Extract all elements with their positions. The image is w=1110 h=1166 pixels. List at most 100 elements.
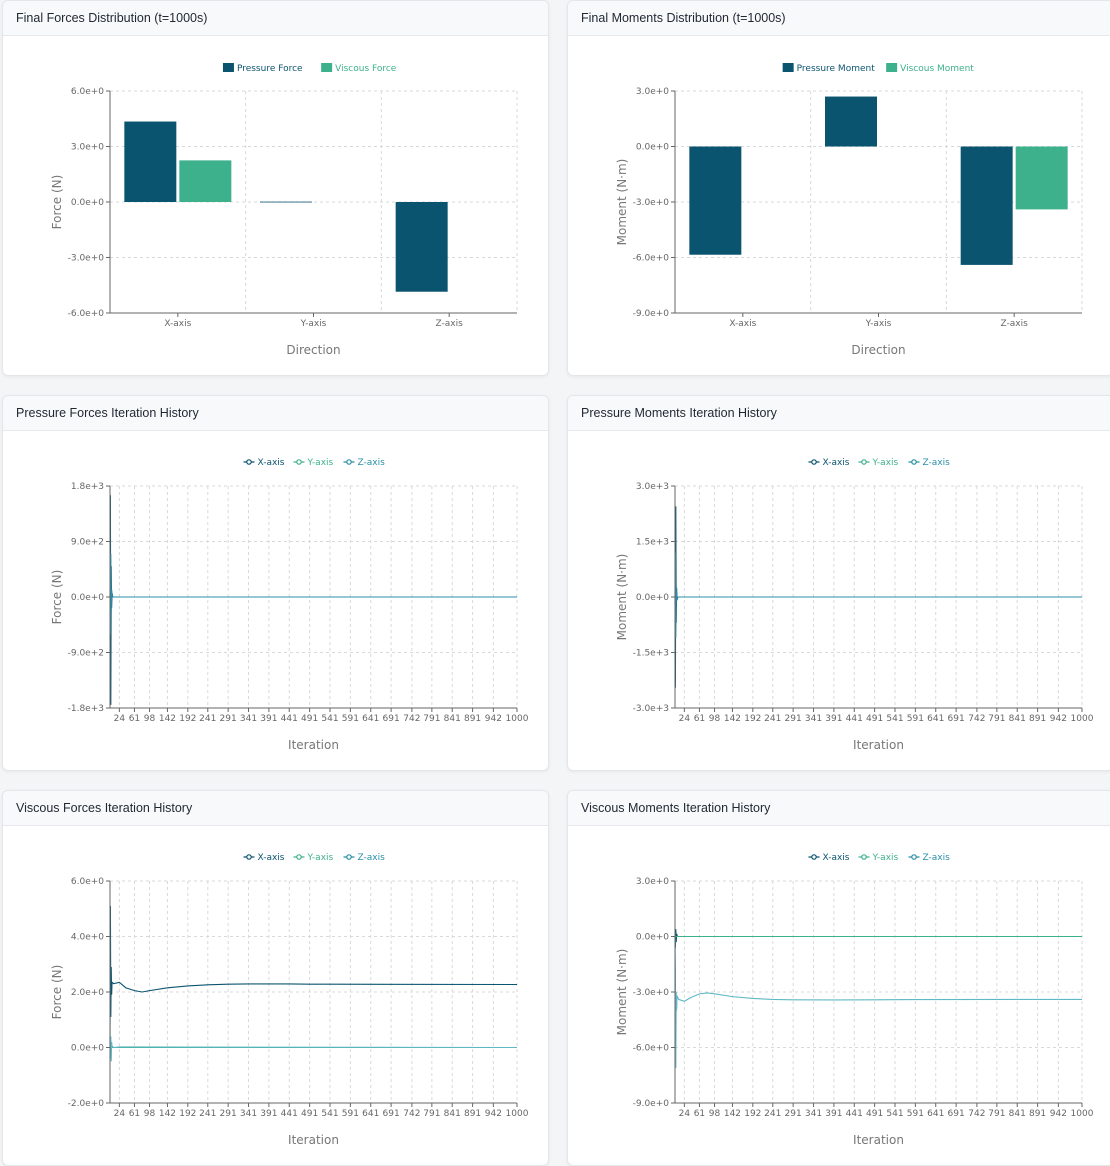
x-tick-label: 61 bbox=[129, 714, 140, 724]
y-tick-label: 0.0e+0 bbox=[71, 1044, 104, 1054]
x-tick-label: 61 bbox=[694, 1109, 705, 1119]
x-tick-label: X-axis bbox=[164, 319, 191, 329]
x-tick-label: 98 bbox=[709, 1109, 721, 1119]
x-tick-label: 791 bbox=[423, 1109, 440, 1119]
x-axis-title: Iteration bbox=[288, 1133, 339, 1147]
x-tick-label: 98 bbox=[709, 714, 721, 724]
x-tick-label: 891 bbox=[1029, 714, 1046, 724]
legend-marker bbox=[346, 854, 352, 860]
viscous-moments-history-chart: X-axis Y-axis Z-axis 3.0e+0 0.0e+0 -3.0e+0 -6.… bbox=[615, 853, 1094, 1147]
x-tick-label: 791 bbox=[988, 1109, 1005, 1119]
series-line bbox=[674, 929, 1082, 948]
legend-label: Pressure Moment bbox=[797, 64, 876, 74]
legend-marker bbox=[861, 459, 867, 465]
x-tick-label: 841 bbox=[444, 714, 461, 724]
y-tick-label: 2.0e+0 bbox=[71, 988, 104, 998]
x-tick-label: 641 bbox=[362, 1109, 379, 1119]
x-tick-label: 192 bbox=[744, 714, 761, 724]
x-tick-label: 491 bbox=[866, 714, 883, 724]
x-tick-label: 891 bbox=[464, 1109, 481, 1119]
forces-distribution-card: Final Forces Distribution (t=1000s) Pres… bbox=[2, 0, 549, 376]
moments-distribution-card: Final Moments Distribution (t=1000s) Pre… bbox=[567, 0, 1110, 376]
x-tick-label: 142 bbox=[724, 1109, 741, 1119]
legend: X-axis Y-axis Z-axis bbox=[808, 853, 950, 863]
x-tick-label: 791 bbox=[423, 714, 440, 724]
legend-swatch bbox=[222, 63, 234, 72]
x-tick-label: 942 bbox=[1050, 714, 1067, 724]
x-axis-title: Direction bbox=[286, 343, 340, 357]
x-tick-label: Z-axis bbox=[436, 319, 464, 329]
x-tick-label: 641 bbox=[927, 1109, 944, 1119]
legend-marker bbox=[861, 854, 867, 860]
x-tick-label: 541 bbox=[886, 1109, 903, 1119]
x-tick-label: 98 bbox=[144, 1109, 156, 1119]
x-tick-label: 841 bbox=[1009, 714, 1026, 724]
x-tick-label: 98 bbox=[144, 714, 156, 724]
legend-label: Viscous Moment bbox=[900, 64, 974, 74]
pressure-moments-history-chart: X-axis Y-axis Z-axis 3.0e+3 1.5e+3 0.0e+0 -1.5… bbox=[615, 458, 1094, 752]
x-tick-label: 24 bbox=[679, 1109, 691, 1119]
bar bbox=[689, 146, 742, 255]
x-tick-label: 491 bbox=[866, 1109, 883, 1119]
x-axis-title: Iteration bbox=[288, 738, 339, 752]
y-axis-title: Moment (N·m) bbox=[615, 554, 629, 641]
x-tick-label: 24 bbox=[114, 1109, 126, 1119]
x-tick-label: Y-axis bbox=[865, 319, 892, 329]
y-axis-title: Force (N) bbox=[50, 965, 64, 1020]
pressure-moments-history-card: Pressure Moments Iteration History X-axi… bbox=[567, 395, 1110, 771]
legend-label: Y-axis bbox=[307, 853, 334, 863]
x-tick-label: 61 bbox=[129, 1109, 140, 1119]
x-tick-label: 192 bbox=[179, 714, 196, 724]
y-axis-title: Moment (N·m) bbox=[615, 949, 629, 1036]
y-tick-label: -3.0e+0 bbox=[633, 988, 670, 998]
legend-marker bbox=[346, 459, 352, 465]
x-tick-label: 591 bbox=[342, 714, 359, 724]
y-tick-label: -3.0e+0 bbox=[633, 198, 670, 208]
x-tick-label: 591 bbox=[907, 1109, 924, 1119]
x-tick-label: 61 bbox=[694, 714, 705, 724]
x-tick-label: 142 bbox=[724, 714, 741, 724]
legend-marker bbox=[246, 854, 252, 860]
moments-distribution-chart: Pressure Moment Viscous Moment 3.0e+0 0.0e+… bbox=[615, 63, 1083, 357]
x-tick-label: 491 bbox=[301, 1109, 318, 1119]
y-tick-label: -1.5e+3 bbox=[633, 649, 669, 659]
y-tick-label: 9.0e+2 bbox=[71, 538, 104, 548]
x-tick-label: 241 bbox=[199, 1109, 216, 1119]
x-tick-label: 441 bbox=[846, 714, 863, 724]
y-tick-label: 4.0e+0 bbox=[71, 933, 104, 943]
legend-label: X-axis bbox=[823, 853, 850, 863]
x-tick-label: 942 bbox=[485, 1109, 502, 1119]
y-tick-label: -6.0e+0 bbox=[633, 254, 670, 264]
x-tick-label: 391 bbox=[825, 714, 842, 724]
x-tick-label: 441 bbox=[281, 714, 298, 724]
y-tick-label: 1.8e+3 bbox=[71, 482, 104, 492]
y-tick-label: -3.0e+3 bbox=[633, 704, 669, 714]
x-tick-label: 341 bbox=[805, 1109, 822, 1119]
y-tick-label: 0.0e+0 bbox=[636, 593, 669, 603]
x-tick-label: 742 bbox=[403, 1109, 420, 1119]
x-tick-label: 742 bbox=[968, 1109, 985, 1119]
legend-marker bbox=[296, 459, 302, 465]
card-title: Pressure Moments Iteration History bbox=[568, 396, 1110, 431]
y-tick-label: 0.0e+0 bbox=[636, 143, 669, 153]
x-tick-label: 1000 bbox=[1071, 714, 1094, 724]
legend-swatch bbox=[782, 63, 794, 72]
x-axis-title: Direction bbox=[851, 343, 905, 357]
bar bbox=[825, 96, 877, 147]
legend-label: Pressure Force bbox=[237, 64, 303, 74]
x-tick-label: Y-axis bbox=[300, 319, 327, 329]
card-title: Pressure Forces Iteration History bbox=[3, 396, 548, 431]
x-tick-label: 341 bbox=[240, 714, 257, 724]
x-tick-label: 841 bbox=[444, 1109, 461, 1119]
x-tick-label: 291 bbox=[220, 714, 237, 724]
y-tick-label: -9.0e+0 bbox=[633, 309, 670, 319]
bar bbox=[960, 146, 1013, 265]
legend-label: Viscous Force bbox=[335, 64, 397, 74]
legend-marker bbox=[811, 459, 817, 465]
x-tick-label: 742 bbox=[403, 714, 420, 724]
legend-label: X-axis bbox=[258, 458, 285, 468]
viscous-moments-history-card: Viscous Moments Iteration History X-axis… bbox=[567, 790, 1110, 1166]
x-tick-label: 641 bbox=[362, 714, 379, 724]
y-tick-label: 6.0e+0 bbox=[71, 87, 104, 97]
x-tick-label: 291 bbox=[785, 1109, 802, 1119]
